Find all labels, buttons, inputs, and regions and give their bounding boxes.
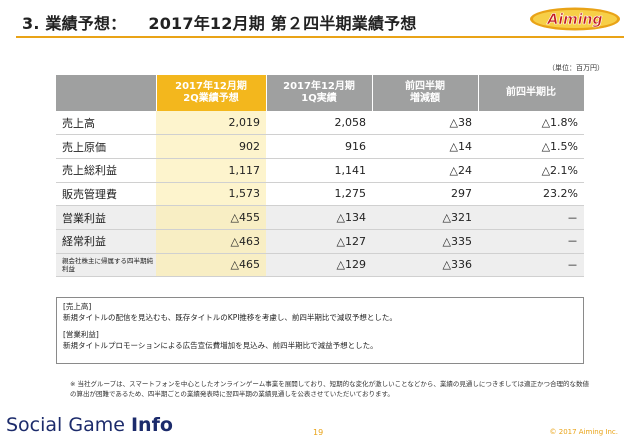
col-q1-header: 2017年12月期 1Q実績 <box>266 75 373 111</box>
table-row: 売上高 2,019 2,058 △38 △1.8% <box>56 111 584 136</box>
col-change-header: 前四半期 増減額 <box>372 75 479 111</box>
ratio-value: － <box>478 205 584 230</box>
commentary-box: [売上高] 新規タイトルの配信を見込むも、既存タイトルのKPI推移を考慮し、前四… <box>56 297 584 364</box>
row-label: 売上原価 <box>56 134 156 159</box>
row-label: 売上高 <box>56 111 156 136</box>
page-title: 3. 業績予想： 2017年12月期 第２四半期業績予想 <box>22 10 417 34</box>
change-value: △336 <box>372 253 478 278</box>
row-label: 経常利益 <box>56 229 156 254</box>
change-value: △321 <box>372 205 478 230</box>
change-value: △335 <box>372 229 478 254</box>
ratio-value: － <box>478 253 584 278</box>
forecast-value: 2,019 <box>156 111 266 136</box>
table-row: 売上総利益 1,117 1,141 △24 △2.1% <box>56 158 584 183</box>
ratio-value: 23.2% <box>478 182 584 207</box>
table-row: 売上原価 902 916 △14 △1.5% <box>56 134 584 159</box>
forecast-table: 2017年12月期 2Q業績予想 2017年12月期 1Q実績 前四半期 増減額 前四… <box>56 75 585 278</box>
ratio-value: △2.1% <box>478 158 584 183</box>
copyright: © 2017 Aiming Inc. <box>549 428 618 436</box>
q1-value: △129 <box>266 253 372 278</box>
forecast-value: 1,573 <box>156 182 266 207</box>
row-label: 売上総利益 <box>56 158 156 183</box>
page-subtitle: 2017年12月期 第２四半期業績予想 <box>148 14 417 33</box>
change-value: △38 <box>372 111 478 136</box>
q1-value: 1,275 <box>266 182 372 207</box>
aiming-logo: Aiming <box>530 7 620 31</box>
forecast-value: △465 <box>156 253 266 278</box>
q1-value: 2,058 <box>266 111 372 136</box>
change-value: 297 <box>372 182 478 207</box>
change-value: △24 <box>372 158 478 183</box>
q1-value: △127 <box>266 229 372 254</box>
table-row: 経常利益 △463 △127 △335 － <box>56 229 584 254</box>
unit-label: （単位：百万円） <box>548 64 604 72</box>
forecast-value: △455 <box>156 205 266 230</box>
q1-value: △134 <box>266 205 372 230</box>
change-value: △14 <box>372 134 478 159</box>
footnote: ※ 当社グループは、スマートフォンを中心としたオンラインゲーム事業を展開しており… <box>70 380 590 398</box>
op-note-text: 新規タイトルプロモーションによる広告宣伝費増加を見込み、前四半期比で減益予想とし… <box>63 341 378 350</box>
title-divider <box>16 36 624 38</box>
row-label: 販売管理費 <box>56 182 156 207</box>
page-number: 19 <box>313 428 324 437</box>
table-row: 営業利益 △455 △134 △321 － <box>56 205 584 230</box>
sales-note-text: 新規タイトルの配信を見込むも、既存タイトルのKPI推移を考慮し、前四半期比で減収… <box>63 313 397 322</box>
table-header-row: 2017年12月期 2Q業績予想 2017年12月期 1Q実績 前四半期 増減額 前四… <box>56 75 585 111</box>
col-ratio-header: 前四半期比 <box>478 75 585 111</box>
ratio-value: △1.5% <box>478 134 584 159</box>
table-row: 親会社株主に帰属する四半期純利益 △465 △129 △336 － <box>56 253 584 278</box>
ratio-value: △1.8% <box>478 111 584 136</box>
forecast-value: △463 <box>156 229 266 254</box>
col-forecast-header: 2017年12月期 2Q業績予想 <box>156 75 267 111</box>
q1-value: 916 <box>266 134 372 159</box>
op-note-heading: [営業利益] <box>63 330 99 339</box>
forecast-value: 902 <box>156 134 266 159</box>
forecast-value: 1,117 <box>156 158 266 183</box>
row-label: 営業利益 <box>56 205 156 230</box>
ratio-value: － <box>478 229 584 254</box>
section-number: 3. 業績予想： <box>22 14 127 33</box>
header-blank <box>56 75 157 111</box>
row-label: 親会社株主に帰属する四半期純利益 <box>56 253 156 278</box>
table-row: 販売管理費 1,573 1,275 297 23.2% <box>56 182 584 207</box>
logo-text: Aiming <box>546 12 602 28</box>
q1-value: 1,141 <box>266 158 372 183</box>
sales-note-heading: [売上高] <box>63 302 92 311</box>
watermark: Social Game Info <box>6 414 173 436</box>
